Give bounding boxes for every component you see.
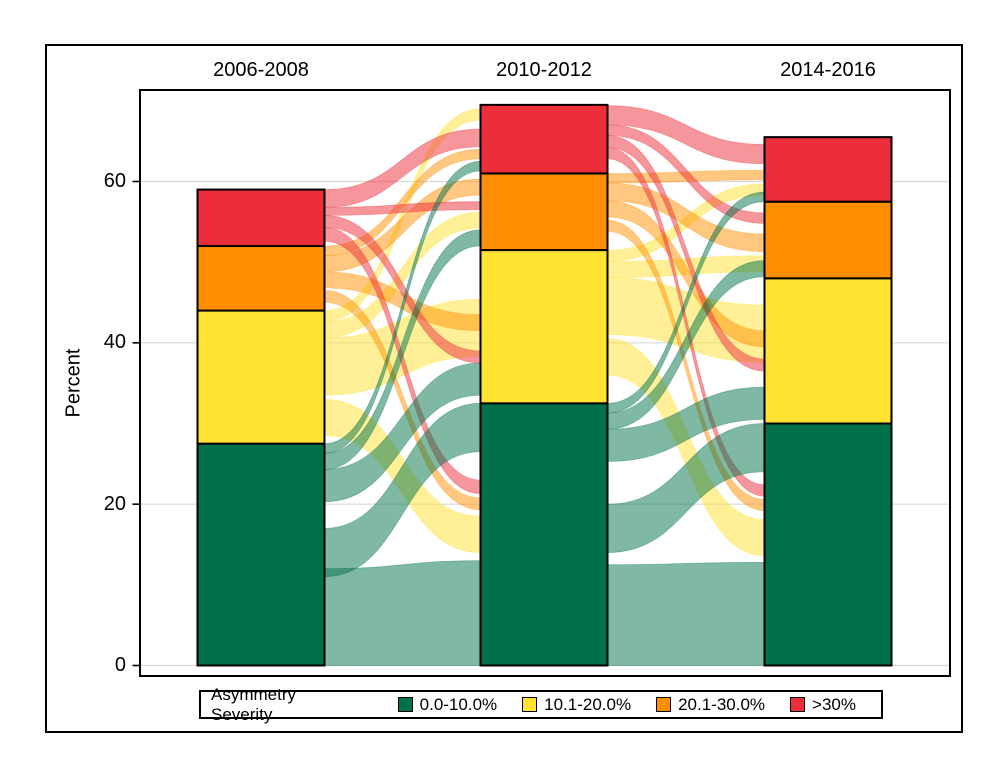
- bar-segment: [196, 309, 326, 445]
- column-header-2010-2012: 2010-2012: [496, 59, 592, 81]
- bar-segment: [763, 200, 893, 280]
- legend: Asymmetry Severity 0.0-10.0% 10.1-20.0% …: [199, 685, 883, 724]
- y-tick-label-40: 40: [103, 331, 126, 353]
- y-tick-label-20: 20: [103, 493, 126, 515]
- green-swatch-icon: [397, 697, 413, 712]
- bar-segment: [479, 172, 609, 252]
- figure-border: [45, 44, 963, 733]
- legend-item-yellow: 10.1-20.0%: [522, 695, 631, 715]
- legend-item-green: 0.0-10.0%: [397, 694, 498, 715]
- red-swatch-icon: [790, 697, 806, 712]
- bar-segment: [763, 136, 893, 203]
- bar-segment: [479, 249, 609, 405]
- y-tick-label-0: 0: [114, 654, 126, 676]
- bar-segment: [479, 103, 609, 175]
- column-header-2006-2008: 2006-2008: [213, 59, 309, 81]
- legend-item-label: 10.1-20.0%: [544, 694, 632, 714]
- bar-segment: [196, 188, 326, 248]
- orange-swatch-icon: [656, 697, 672, 712]
- column-header-2014-2016: 2014-2016: [780, 59, 876, 81]
- bar-segment: [763, 422, 893, 667]
- legend-item-orange: 20.1-30.0%: [656, 695, 765, 715]
- bar-segment: [196, 442, 326, 667]
- legend-item-label: 0.0-10.0%: [419, 694, 498, 714]
- legend-item-red: >30%: [790, 695, 856, 715]
- bar-segment: [479, 402, 609, 667]
- y-tick-label-60: 60: [103, 170, 126, 192]
- flow-ribbon: [607, 561, 765, 666]
- bar-segment: [763, 277, 893, 425]
- legend-title: Asymmetry Severity: [211, 684, 296, 724]
- bar-segment: [196, 245, 326, 312]
- legend-item-label: 20.1-30.0%: [678, 694, 766, 714]
- yellow-swatch-icon: [522, 697, 538, 712]
- y-axis-title: Percent: [62, 348, 85, 418]
- legend-item-label: >30%: [812, 694, 856, 714]
- flow-ribbon: [324, 560, 481, 666]
